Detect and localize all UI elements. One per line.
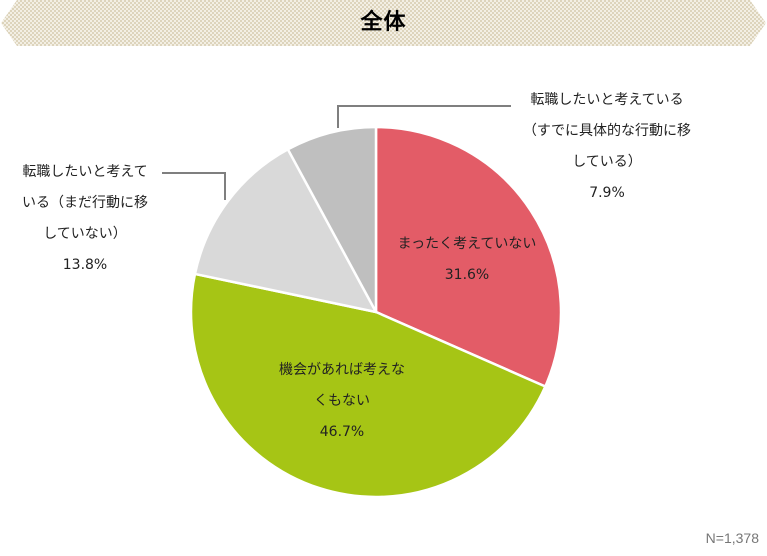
slice-label-text-line2: いる（まだ行動に移 xyxy=(22,195,148,211)
slice-want-acting xyxy=(286,125,378,314)
slice-label-value: 46.7% xyxy=(319,424,365,440)
title-banner: 全体 xyxy=(0,0,767,47)
slice-label-not-considering: まったく考えていない 31.6% xyxy=(382,229,552,291)
slice-label-text-line1: 転職したいと考えて xyxy=(22,164,148,180)
slice-label-text-line2: くもない xyxy=(314,393,370,409)
slice-label-text-line3: していない） xyxy=(43,226,127,242)
leader-line-7-9 xyxy=(337,105,511,128)
slice-label-want-not-acting: 転職したいと考えて いる（まだ行動に移 していない） 13.8% xyxy=(4,157,166,281)
slice-label-text-line2: （すでに具体的な行動に移 xyxy=(522,123,692,139)
slice-label-would-consider: 機会があれば考えな くもない 46.7% xyxy=(262,355,422,448)
slice-label-value: 31.6% xyxy=(444,267,490,283)
slice-would-consider xyxy=(189,272,547,499)
banner-shape xyxy=(1,0,766,46)
slice-label-want-acting: 転職したいと考えている （すでに具体的な行動に移 している） 7.9% xyxy=(512,85,702,209)
chart-title: 全体 xyxy=(360,10,407,35)
slice-label-text-line1: 転職したいと考えている xyxy=(530,92,684,108)
slice-label-text-line1: 機会があれば考えな xyxy=(279,362,405,378)
sample-size-note: N=1,378 xyxy=(705,530,759,546)
slice-label-value: 7.9% xyxy=(589,185,625,201)
slice-label-text: まったく考えていない xyxy=(397,236,537,252)
slice-label-text-line3: している） xyxy=(572,154,642,170)
slice-want-not-acting xyxy=(193,148,378,314)
leader-line-13-8 xyxy=(162,172,226,200)
slice-not-considering xyxy=(374,125,563,388)
slice-label-value: 13.8% xyxy=(62,257,108,273)
